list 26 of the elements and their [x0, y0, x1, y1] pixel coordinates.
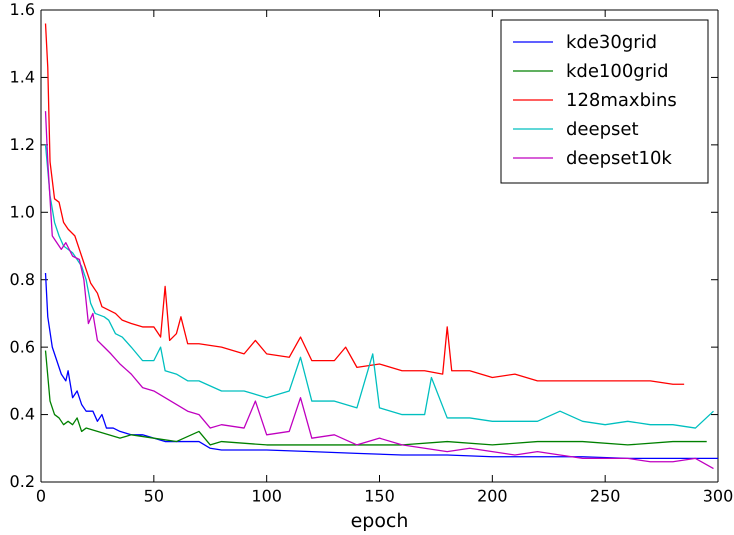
y-tick-label: 1.0	[10, 202, 35, 222]
x-tick-label: 100	[251, 486, 282, 506]
y-tick-label: 0.4	[10, 404, 35, 424]
x-tick-label: 250	[590, 486, 620, 506]
line-series	[44, 110, 714, 470]
legend-label: kde100grid	[566, 61, 669, 82]
y-tick-label: 0.8	[10, 270, 35, 289]
x-tick-label: 150	[364, 486, 395, 506]
legend-label: deepset10k	[566, 148, 672, 169]
y-tick-label: 1.6	[10, 0, 35, 20]
line-series	[44, 144, 714, 429]
x-tick-label: 0	[36, 486, 46, 506]
legend-label: deepset	[566, 119, 639, 140]
y-tick-label: 0.6	[10, 337, 35, 356]
x-tick-label: 50	[144, 486, 164, 506]
x-tick-label: 200	[477, 486, 508, 506]
line-series	[44, 350, 708, 446]
legend-label: 128maxbins	[566, 90, 677, 111]
legend-label: kde30grid	[566, 32, 658, 53]
y-tick-label: 0.2	[10, 472, 35, 492]
line-series	[44, 22, 685, 385]
line-series	[44, 272, 718, 460]
y-tick-label: 1.4	[10, 68, 35, 87]
y-tick-label: 1.2	[10, 134, 35, 154]
x-axis-title: epoch	[350, 510, 408, 532]
x-tick-label: 300	[702, 486, 734, 506]
